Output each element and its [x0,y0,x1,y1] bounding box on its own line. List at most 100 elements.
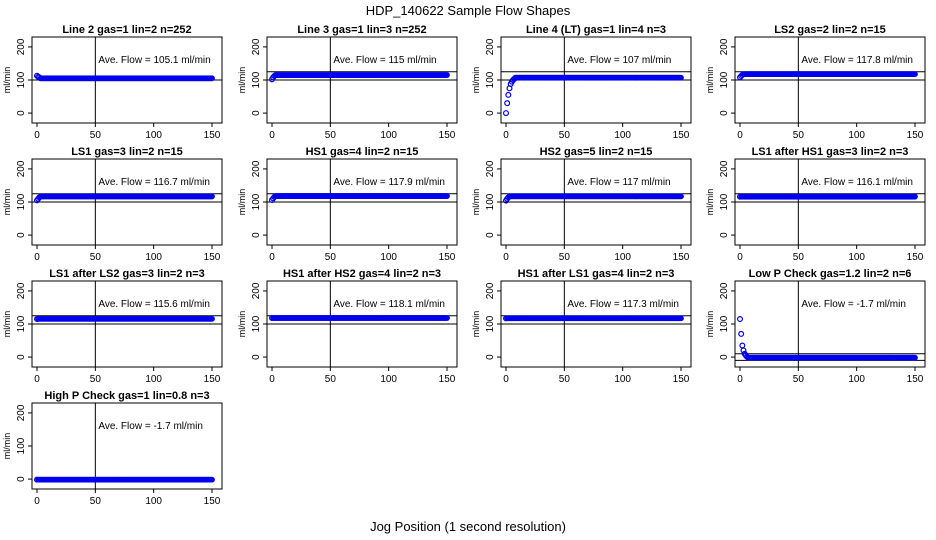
panel-12: Low P Check gas=1.2 lin=2 n=6 ml/min 0 100 2… [705,268,926,385]
data-point [209,193,215,200]
y-tick-label: 200 [719,160,730,177]
y-tick-label: 0 [16,232,27,238]
x-tick-label: 50 [793,252,805,263]
figure-title: HDP_140622 Sample Flow Shapes [366,3,571,18]
panel-title: HS1 after LS1 gas=4 lin=2 n=3 [518,268,675,280]
y-tick-label: 100 [719,315,730,332]
x-tick-label: 150 [907,374,924,385]
y-tick-label: 100 [251,71,262,88]
y-axis-label: ml/min [471,311,481,338]
x-tick-label: 100 [145,496,162,507]
y-tick-label: 0 [16,110,27,116]
x-tick-label: 0 [34,496,40,507]
x-tick-label: 50 [559,374,571,385]
data-point [209,315,215,322]
y-tick-label: 100 [719,193,730,210]
y-axis-label: ml/min [237,311,247,338]
data-points [736,193,918,200]
x-tick-label: 50 [325,252,337,263]
panel-11: HS1 after LS1 gas=4 lin=2 n=3 ml/min 0 100 2… [471,268,692,385]
y-tick-label: 0 [16,354,27,360]
y-tick-label: 200 [16,160,27,177]
x-tick-label: 0 [34,252,40,263]
data-point [209,75,215,82]
y-tick-label: 0 [16,476,27,482]
x-tick-label: 50 [90,374,102,385]
y-tick-label: 0 [719,354,730,360]
y-tick-label: 100 [485,71,496,88]
x-tick-label: 100 [380,130,397,141]
y-axis-label: ml/min [237,67,247,94]
data-point [739,342,746,349]
data-point [740,347,747,354]
y-tick-label: 100 [16,71,27,88]
x-tick-label: 50 [325,130,337,141]
x-tick-label: 0 [737,374,743,385]
x-tick-label: 150 [439,252,456,263]
ave-flow-annotation: Ave. Flow = 117.3 ml/min [567,299,679,310]
panel-title: Low P Check gas=1.2 lin=2 n=6 [749,268,912,280]
y-axis-label: ml/min [2,433,12,460]
x-tick-label: 0 [737,130,743,141]
panel-2: Line 3 gas=1 lin=3 n=252 ml/min 0 100 200 0 50… [237,24,458,141]
y-tick-label: 0 [719,232,730,238]
x-tick-label: 100 [848,374,865,385]
x-tick-label: 100 [614,130,631,141]
x-tick-label: 50 [90,130,102,141]
x-tick-label: 150 [204,130,221,141]
panel-7: HS2 gas=5 lin=2 n=15 ml/min 0 100 200 0 50 100 1… [471,146,692,263]
ave-flow-annotation: Ave. Flow = 105.1 ml/min [98,55,210,66]
y-tick-label: 0 [485,110,496,116]
data-point [912,354,918,361]
panel-10: HS1 after HS2 gas=4 lin=2 n=3 ml/min 0 100 2… [237,268,458,385]
data-point [444,193,450,199]
y-tick-label: 200 [485,160,496,177]
ave-flow-annotation: Ave. Flow = 116.1 ml/min [801,177,913,188]
x-tick-label: 50 [793,374,805,385]
data-point [678,74,684,81]
y-axis-label: ml/min [705,189,715,216]
x-tick-label: 150 [204,374,221,385]
ave-flow-annotation: Ave. Flow = 107 ml/min [567,55,671,66]
x-tick-label: 100 [145,130,162,141]
y-tick-label: 100 [485,193,496,210]
data-points [33,476,215,483]
x-tick-label: 50 [559,252,571,263]
data-point [505,91,512,98]
data-point [912,193,918,200]
data-point [738,330,745,337]
panel-title: LS1 after LS2 gas=3 lin=2 n=3 [49,268,205,280]
x-tick-label: 50 [90,496,102,507]
x-tick-label: 0 [503,374,509,385]
y-axis-label: ml/min [471,189,481,216]
y-tick-label: 100 [251,315,262,332]
ave-flow-annotation: Ave. Flow = -1.7 ml/min [98,421,203,432]
x-tick-label: 0 [34,374,40,385]
figure-xlabel: Jog Position (1 second resolution) [370,519,566,534]
panel-3: Line 4 (LT) gas=1 lin=4 n=3 ml/min 0 100 200… [471,24,692,141]
data-points [269,193,450,204]
x-tick-label: 50 [90,252,102,263]
y-tick-label: 200 [16,404,27,421]
panel-4: LS2 gas=2 lin=2 n=15 ml/min 0 100 200 0 50 100 1… [705,24,926,141]
y-axis-label: ml/min [2,311,12,338]
y-tick-label: 0 [719,110,730,116]
x-tick-label: 0 [503,130,509,141]
y-tick-label: 100 [16,437,27,454]
x-tick-label: 100 [614,374,631,385]
data-point [504,100,511,107]
panel-title: HS2 gas=5 lin=2 n=15 [540,146,653,158]
panel-title: LS1 gas=3 lin=2 n=15 [71,146,183,158]
panel-title: HS1 gas=4 lin=2 n=15 [306,146,419,158]
panel-1: Line 2 gas=1 lin=2 n=252 ml/min 0 100 200 0 50… [2,24,223,141]
x-tick-label: 150 [204,252,221,263]
y-tick-label: 0 [251,232,262,238]
x-tick-label: 150 [673,374,690,385]
data-points [736,71,918,81]
data-point [736,316,743,323]
y-tick-label: 200 [719,282,730,299]
x-tick-label: 150 [673,130,690,141]
x-tick-label: 150 [907,252,924,263]
x-tick-label: 0 [269,130,275,141]
